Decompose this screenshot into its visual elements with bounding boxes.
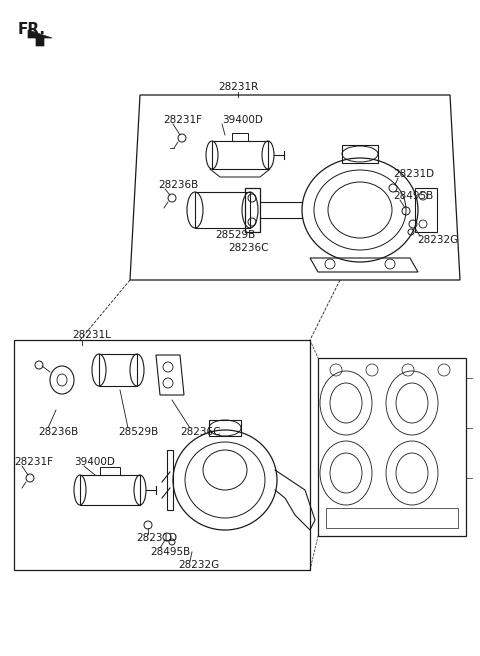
Text: 28231F: 28231F xyxy=(14,457,53,467)
Bar xyxy=(415,188,437,232)
Text: 28236B: 28236B xyxy=(158,180,198,190)
Text: 28529B: 28529B xyxy=(215,230,255,240)
Text: 28236C: 28236C xyxy=(180,427,220,437)
Bar xyxy=(318,358,466,536)
Bar xyxy=(80,475,140,505)
Bar xyxy=(209,420,241,436)
Text: 28495B: 28495B xyxy=(393,191,433,201)
Bar xyxy=(232,133,248,141)
Text: 28232G: 28232G xyxy=(417,235,458,245)
Polygon shape xyxy=(28,30,52,46)
Text: 28236B: 28236B xyxy=(38,427,78,437)
Text: 28231R: 28231R xyxy=(218,82,258,92)
Text: 28236C: 28236C xyxy=(228,243,268,253)
Text: 28231D: 28231D xyxy=(136,533,177,543)
Text: 28232G: 28232G xyxy=(178,560,219,570)
Text: 39400D: 39400D xyxy=(74,457,115,467)
Bar xyxy=(342,145,378,163)
Text: 39400D: 39400D xyxy=(222,115,263,125)
Text: 28231F: 28231F xyxy=(163,115,202,125)
Text: 28231D: 28231D xyxy=(393,169,434,179)
Bar xyxy=(99,354,137,386)
Text: 28529B: 28529B xyxy=(118,427,158,437)
Text: 28495B: 28495B xyxy=(150,547,190,557)
Text: 28231L: 28231L xyxy=(72,330,111,340)
Bar xyxy=(212,141,268,169)
Bar xyxy=(100,467,120,475)
Bar xyxy=(326,508,458,528)
Text: FR.: FR. xyxy=(18,22,46,37)
Bar xyxy=(195,192,250,228)
